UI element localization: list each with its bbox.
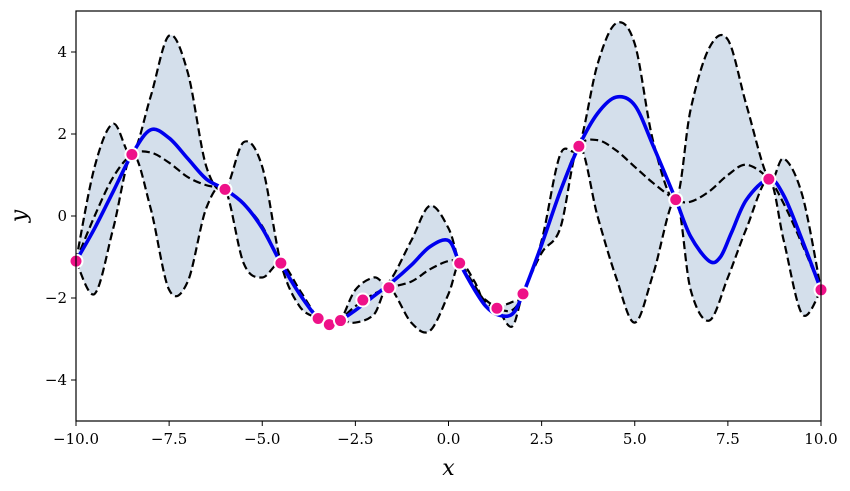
plot-area bbox=[68, 21, 829, 334]
y-tick-label: 2 bbox=[57, 125, 67, 143]
x-tick-label: 2.5 bbox=[530, 430, 554, 448]
x-tick-label: −2.5 bbox=[337, 430, 373, 448]
x-axis-label: x bbox=[442, 456, 455, 481]
data-point bbox=[668, 192, 684, 208]
data-point bbox=[761, 171, 777, 187]
y-tick-label: −2 bbox=[45, 289, 67, 307]
plot-content bbox=[76, 21, 821, 334]
data-point bbox=[310, 311, 326, 326]
data-point bbox=[571, 138, 587, 154]
axes: −10.0 −7.5 −5.0 −2.5 0.0 2.5 5.0 7.5 10.0 −4 −2 0 2 4 bbox=[45, 10, 838, 448]
x-tick-label: −5.0 bbox=[244, 430, 280, 448]
data-point bbox=[452, 255, 468, 271]
observed-points bbox=[68, 138, 829, 333]
y-tick-label: 4 bbox=[57, 43, 67, 61]
y-tick-label: 0 bbox=[57, 207, 67, 225]
data-point bbox=[515, 286, 531, 302]
y-tick-label: −4 bbox=[45, 371, 67, 389]
data-point bbox=[381, 280, 397, 296]
data-point bbox=[217, 181, 233, 197]
x-tick-label: 0.0 bbox=[437, 430, 461, 448]
confidence-band bbox=[76, 22, 821, 333]
x-tick-label: 10.0 bbox=[804, 430, 837, 448]
x-tick-label: −10.0 bbox=[53, 430, 99, 448]
x-tick-label: 7.5 bbox=[716, 430, 740, 448]
data-point bbox=[124, 147, 140, 162]
data-point bbox=[355, 292, 371, 308]
y-axis-label: y bbox=[7, 209, 32, 223]
data-point bbox=[273, 255, 289, 271]
data-point bbox=[332, 313, 348, 329]
x-tick-label: 5.0 bbox=[623, 430, 647, 448]
x-tick-label: −7.5 bbox=[151, 430, 187, 448]
data-point bbox=[489, 300, 505, 316]
